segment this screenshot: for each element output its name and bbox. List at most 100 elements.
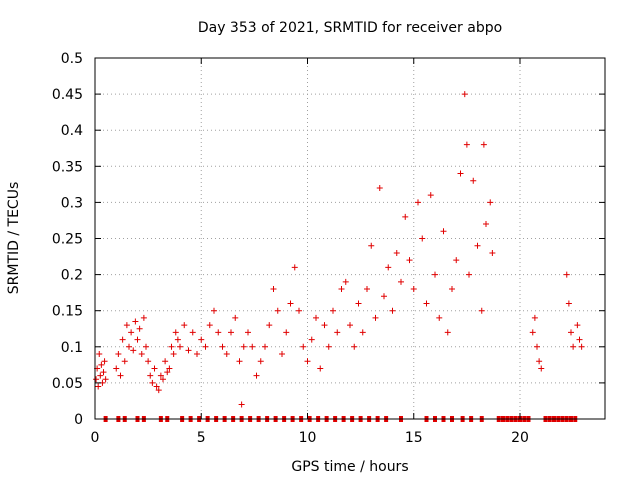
data-point (470, 177, 477, 184)
data-point (487, 199, 494, 206)
y-tick-label: 0.45 (52, 87, 83, 103)
data-point (266, 322, 273, 329)
data-point (257, 358, 264, 365)
y-tick-labels: 0 0.05 0.1 0.15 0.2 0.25 0.3 0.35 0.4 0.45 0.5 (52, 51, 83, 428)
data-point (321, 322, 328, 329)
data-point (115, 351, 122, 358)
data-point (194, 351, 200, 358)
data-point (444, 329, 451, 336)
data-point (576, 336, 583, 343)
data-point (270, 286, 277, 293)
data-point (372, 314, 379, 321)
data-point (457, 170, 464, 177)
data-point (177, 343, 183, 350)
data-point (436, 314, 443, 321)
data-point (245, 329, 251, 336)
data-point (215, 329, 222, 336)
data-point (279, 351, 285, 358)
data-point (136, 325, 143, 332)
data-point (198, 336, 205, 343)
data-point (117, 372, 124, 379)
data-point (160, 376, 166, 383)
data-point (385, 264, 392, 271)
data-point (466, 271, 472, 278)
x-axis-label: GPS time / hours (291, 459, 408, 475)
x-tick-label: 10 (299, 430, 317, 446)
data-point (402, 213, 409, 220)
data-point (531, 314, 538, 321)
data-point (189, 329, 196, 336)
data-point (228, 329, 234, 336)
data-point (398, 278, 404, 285)
x-tick-label: 0 (91, 430, 100, 446)
y-tick-label: 0.1 (61, 340, 83, 356)
data-point (351, 343, 358, 350)
data-point (140, 314, 147, 321)
data-point (172, 329, 179, 336)
data-point (287, 300, 294, 307)
data-point (223, 351, 230, 358)
data-point (578, 343, 585, 350)
data-point (291, 264, 298, 271)
x-tick-label: 20 (511, 430, 529, 446)
x-tick-label: 5 (197, 430, 206, 446)
data-point (236, 358, 243, 365)
data-point (95, 383, 102, 390)
data-point (381, 293, 387, 300)
chart-title: Day 353 of 2021, SRMTID for receiver abp… (198, 20, 502, 36)
data-point (313, 314, 319, 321)
x-tick-label: 15 (405, 430, 423, 446)
data-point (149, 379, 156, 386)
data-point (128, 329, 135, 336)
data-point (232, 314, 239, 321)
data-point (574, 322, 581, 329)
data-point (93, 376, 100, 383)
data-point (123, 322, 130, 329)
data-point (480, 141, 487, 148)
data-point (202, 343, 209, 350)
data-point (483, 221, 489, 228)
data-point (157, 372, 164, 379)
data-point (181, 322, 188, 329)
data-point (101, 358, 108, 365)
data-point (211, 307, 217, 314)
y-tick-label: 0 (74, 412, 83, 428)
data-point (296, 307, 302, 314)
data-point (130, 347, 137, 354)
data-point (304, 358, 311, 365)
data-point (145, 358, 152, 365)
data-point (249, 343, 256, 350)
data-point (97, 372, 104, 379)
data-point (185, 347, 192, 354)
data-point (478, 307, 485, 314)
data-point (119, 336, 126, 343)
data-point (102, 376, 109, 383)
data-point (427, 192, 434, 199)
data-point (563, 271, 570, 278)
data-point (206, 322, 213, 329)
data-point (570, 343, 577, 350)
data-point (274, 307, 281, 314)
data-point (440, 228, 447, 235)
y-tick-label: 0.4 (61, 123, 83, 139)
data-point (449, 286, 455, 293)
data-point (410, 286, 417, 293)
data-point (240, 343, 247, 350)
data-point (126, 343, 132, 350)
data-point (174, 336, 181, 343)
axis-ticks (94, 57, 605, 420)
data-point (538, 365, 545, 372)
data-point (529, 329, 536, 336)
data-point (342, 278, 349, 285)
data-point (153, 383, 160, 390)
y-tick-label: 0.15 (52, 304, 83, 320)
data-point (536, 358, 543, 365)
data-point (164, 369, 171, 376)
data-point (432, 271, 438, 278)
data-point (474, 242, 481, 249)
data-point (419, 235, 426, 242)
data-point (96, 351, 103, 358)
data-point (461, 91, 468, 98)
data-points (93, 91, 585, 408)
data-point (489, 249, 496, 256)
